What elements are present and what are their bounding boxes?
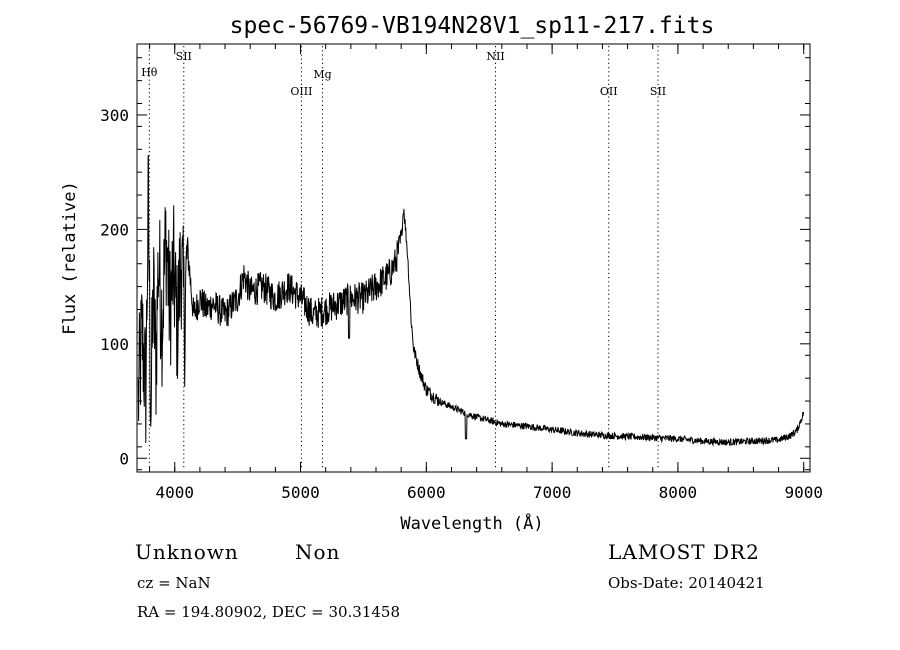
survey-name: LAMOST DR2 xyxy=(608,540,760,564)
emission-line-label: OIII xyxy=(290,85,312,98)
y-tick-label: 300 xyxy=(100,106,129,125)
emission-line-label: Hθ xyxy=(141,66,158,79)
redshift-cz: cz = NaN xyxy=(137,574,211,592)
emission-line-label: OII xyxy=(600,85,618,98)
object-class: Unknown xyxy=(135,540,239,564)
emission-line-label: Mg xyxy=(313,68,331,81)
y-axis: 0 100 200 300 xyxy=(100,57,810,471)
x-tick-label: 7000 xyxy=(533,483,572,502)
plot-frame xyxy=(136,43,811,473)
observation-date: Obs-Date: 20140421 xyxy=(608,574,765,592)
object-subclass: Non xyxy=(295,540,341,564)
spectrum-line xyxy=(137,154,805,447)
x-tick-label: 8000 xyxy=(659,483,698,502)
y-tick-label: 0 xyxy=(119,449,129,468)
x-tick-label: 9000 xyxy=(784,483,823,502)
emission-line-label: SII xyxy=(176,50,192,63)
chart-title: spec-56769-VB194N28V1_sp11-217.fits xyxy=(230,13,715,39)
emission-line-label: NII xyxy=(486,50,504,63)
y-tick-label: 200 xyxy=(100,220,129,239)
y-tick-label: 100 xyxy=(100,335,129,354)
coordinates: RA = 194.80902, DEC = 30.31458 xyxy=(137,603,401,621)
y-axis-label: Flux (relative) xyxy=(60,181,80,335)
x-tick-label: 6000 xyxy=(407,483,446,502)
emission-line-label: SII xyxy=(650,85,666,98)
x-axis: 4000 5000 6000 7000 8000 9000 xyxy=(149,44,823,502)
x-axis-label: Wavelength (Å) xyxy=(400,512,543,534)
x-tick-label: 5000 xyxy=(281,483,320,502)
x-tick-label: 4000 xyxy=(155,483,194,502)
